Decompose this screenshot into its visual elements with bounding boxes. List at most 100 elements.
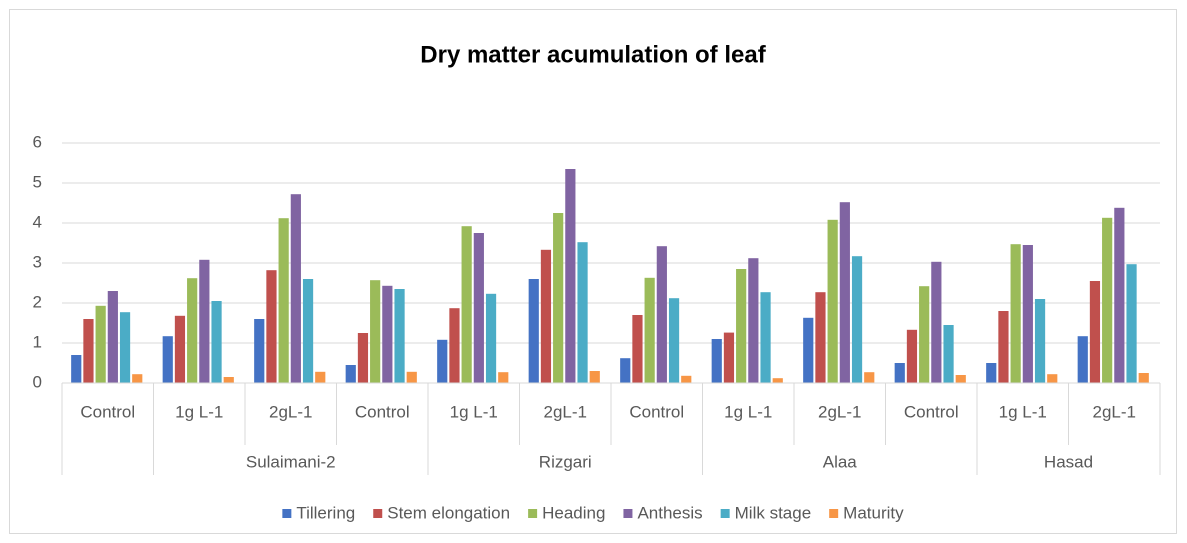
bar — [1089, 281, 1101, 383]
bar — [83, 319, 94, 383]
bar — [473, 233, 484, 383]
bar — [668, 298, 680, 383]
bar — [803, 317, 814, 383]
bar — [345, 365, 356, 383]
bar — [723, 332, 735, 383]
bar — [620, 358, 631, 383]
x-tick-label: 1g L-1 — [175, 402, 223, 421]
bar — [437, 339, 448, 383]
legend-swatch — [373, 509, 383, 518]
bar — [565, 169, 576, 383]
bar — [943, 325, 954, 383]
group-label: Rizgari — [539, 452, 592, 471]
x-tick-label: 1g L-1 — [999, 402, 1047, 421]
y-tick-label: 4 — [33, 212, 42, 231]
bar — [162, 336, 173, 383]
bar — [132, 374, 143, 383]
legend-label: Heading — [542, 503, 605, 522]
x-tick-label: 1g L-1 — [450, 402, 498, 421]
legend-label: Anthesis — [637, 503, 702, 522]
bar — [278, 218, 289, 383]
bar — [315, 371, 326, 383]
x-tick-label: 2gL-1 — [1093, 402, 1136, 421]
bar — [528, 279, 539, 383]
bar — [577, 242, 588, 383]
x-tick-label: Control — [629, 402, 684, 421]
bar — [998, 311, 1009, 383]
x-tick-label: 2gL-1 — [544, 402, 587, 421]
x-tick-label: Control — [904, 402, 959, 421]
bar — [1126, 264, 1137, 383]
group-label: Alaa — [823, 452, 858, 471]
bar — [632, 315, 643, 383]
bar — [382, 285, 393, 383]
bar — [211, 301, 222, 383]
x-tick-label: 2gL-1 — [818, 402, 861, 421]
y-tick-label: 0 — [33, 372, 42, 391]
bar — [851, 256, 863, 383]
bar — [406, 371, 417, 383]
bar — [370, 280, 381, 383]
bar — [1047, 374, 1058, 383]
bar — [107, 291, 118, 383]
y-tick-label: 2 — [33, 292, 42, 311]
bar — [839, 202, 850, 383]
legend-swatch — [623, 509, 633, 518]
bar — [1034, 299, 1046, 383]
legend-swatch — [720, 509, 730, 518]
legend-swatch — [282, 509, 292, 518]
bar — [71, 355, 82, 383]
bar — [644, 277, 655, 383]
legend-label: Stem elongation — [387, 503, 510, 522]
bar — [919, 286, 930, 383]
bar — [711, 339, 722, 383]
x-tick-label: Control — [355, 402, 410, 421]
bar — [223, 377, 234, 383]
y-tick-label: 3 — [33, 252, 42, 271]
bar — [187, 278, 198, 383]
chart-title: Dry matter acumulation of leaf — [420, 41, 766, 68]
bar — [906, 329, 918, 383]
legend-label: Milk stage — [735, 503, 812, 522]
bar — [931, 261, 942, 383]
bar — [1138, 373, 1149, 383]
group-label: Sulaimani-2 — [246, 452, 336, 471]
y-tick-label: 5 — [33, 172, 42, 191]
bar — [266, 270, 277, 383]
bar — [254, 319, 265, 383]
y-tick-label: 6 — [33, 132, 42, 151]
bar — [681, 375, 692, 383]
bar — [815, 292, 826, 383]
bar — [1022, 245, 1033, 383]
bar — [95, 305, 106, 383]
x-tick-label: 2gL-1 — [269, 402, 312, 421]
bar — [553, 213, 564, 383]
bar — [656, 246, 667, 383]
y-tick-label: 1 — [33, 332, 42, 351]
bar — [894, 363, 905, 383]
bar — [736, 269, 747, 383]
bar — [1010, 244, 1021, 383]
bar — [498, 372, 509, 383]
bar — [986, 363, 997, 383]
bar — [1114, 207, 1125, 383]
bar — [449, 308, 460, 383]
bar — [589, 371, 600, 383]
bar — [540, 249, 552, 383]
bar — [174, 315, 186, 383]
bar — [1077, 336, 1088, 383]
bar — [1102, 217, 1113, 383]
bar — [827, 219, 838, 383]
group-label: Hasad — [1044, 452, 1093, 471]
bar — [955, 375, 966, 383]
x-tick-label: Control — [80, 402, 135, 421]
bar — [485, 293, 497, 383]
bar — [357, 333, 369, 383]
bar — [864, 372, 875, 383]
bar — [461, 226, 472, 383]
legend-label: Tillering — [296, 503, 355, 522]
bar — [772, 378, 783, 383]
x-tick-label: 1g L-1 — [724, 402, 772, 421]
bar — [290, 194, 301, 383]
